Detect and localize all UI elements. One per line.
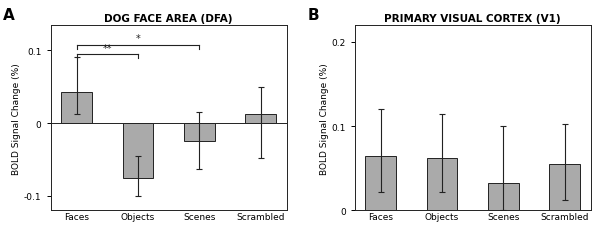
Y-axis label: BOLD Signal Change (%): BOLD Signal Change (%) — [320, 63, 329, 174]
Title: DOG FACE AREA (DFA): DOG FACE AREA (DFA) — [104, 14, 233, 24]
Bar — [61, 93, 92, 124]
Title: PRIMARY VISUAL CORTEX (V1): PRIMARY VISUAL CORTEX (V1) — [385, 14, 561, 24]
Text: B: B — [308, 8, 319, 22]
Bar — [427, 158, 457, 210]
Text: **: ** — [103, 44, 112, 53]
Bar — [245, 115, 276, 124]
Bar — [550, 164, 580, 210]
Text: *: * — [136, 34, 140, 44]
Bar — [365, 156, 396, 210]
Bar — [122, 124, 153, 178]
Text: A: A — [4, 8, 15, 22]
Bar — [488, 183, 519, 210]
Bar — [184, 124, 215, 142]
Y-axis label: BOLD Signal Change (%): BOLD Signal Change (%) — [12, 63, 21, 174]
